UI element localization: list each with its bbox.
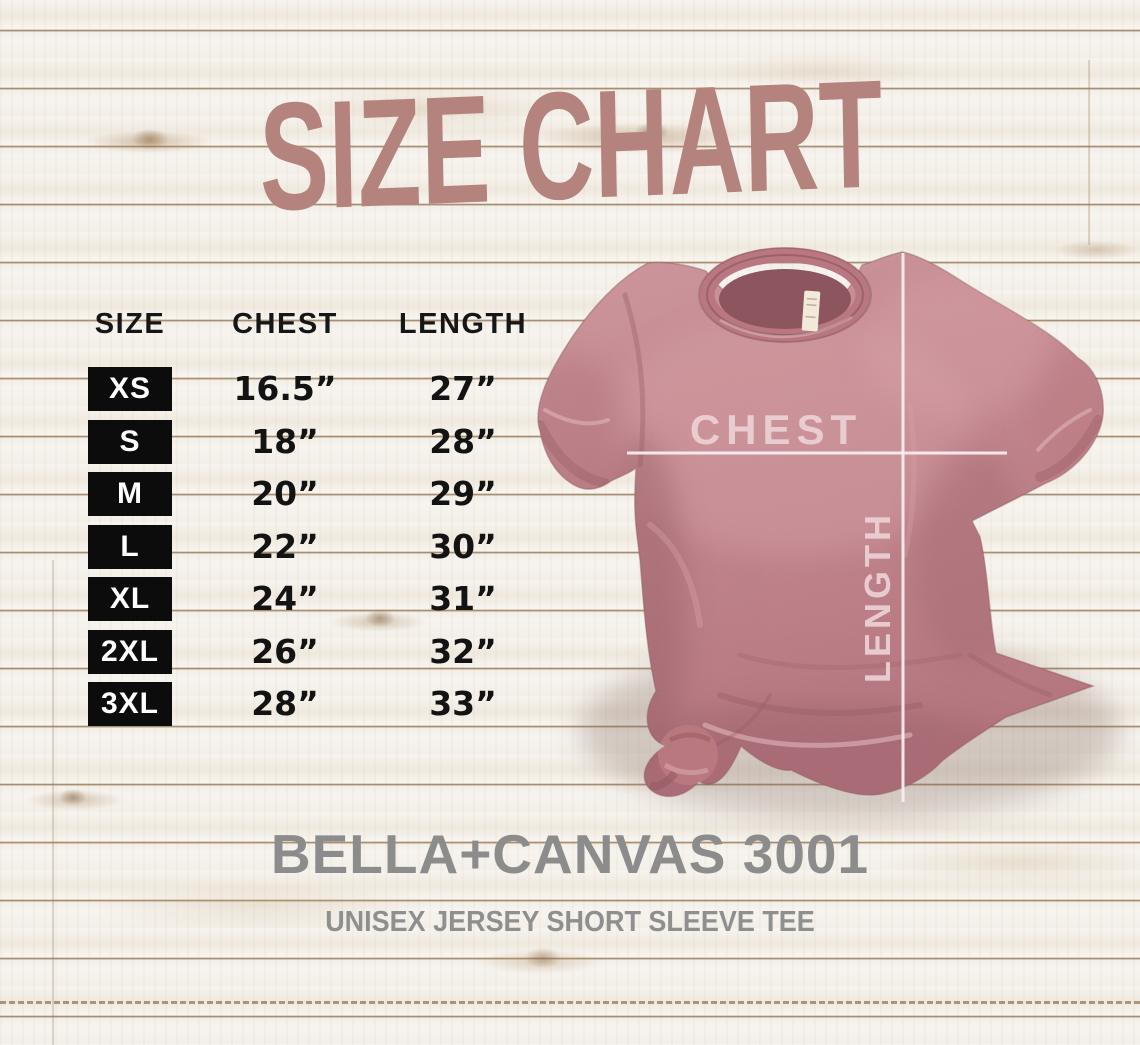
length-value: 33” bbox=[429, 684, 497, 723]
measurement-lines bbox=[627, 253, 1007, 802]
length-value: 28” bbox=[429, 421, 497, 461]
chest-value: 24” bbox=[251, 579, 319, 618]
table-row: L 22” 30” bbox=[0, 524, 560, 569]
tshirt-photo: CHEST LENGTH bbox=[537, 247, 1120, 820]
neck-tag bbox=[801, 290, 821, 332]
size-badge: XL bbox=[88, 577, 172, 621]
size-badge: 3XL bbox=[88, 682, 172, 726]
length-label-on-shirt: LENGTH bbox=[857, 511, 898, 683]
chest-value: 22” bbox=[251, 526, 319, 566]
size-badge: L bbox=[88, 524, 172, 569]
column-header-size: SIZE bbox=[94, 308, 166, 340]
product-subtitle: UNISEX JERSEY SHORT SLEEVE TEE bbox=[325, 906, 815, 938]
length-value: 30” bbox=[429, 526, 497, 566]
chest-value: 28” bbox=[251, 684, 319, 723]
length-value: 32” bbox=[429, 631, 497, 671]
chest-label-on-shirt: CHEST bbox=[690, 406, 862, 453]
column-header-chest: CHEST bbox=[232, 308, 338, 340]
plank-seam bbox=[52, 560, 54, 1045]
chest-value: 26” bbox=[251, 631, 319, 671]
product-name: BELLA+CANVAS 3001 bbox=[270, 823, 870, 885]
size-badge: XS bbox=[88, 367, 172, 411]
length-value: 27” bbox=[429, 369, 497, 408]
plank-seam bbox=[1088, 60, 1090, 245]
size-badge: 2XL bbox=[88, 629, 172, 674]
chest-value: 20” bbox=[251, 474, 319, 513]
size-badge: M bbox=[88, 472, 172, 516]
hem-knot bbox=[648, 725, 718, 791]
length-value: 31” bbox=[429, 579, 497, 618]
size-badge: S bbox=[88, 419, 172, 464]
table-row: 2XL 26” 32” bbox=[0, 629, 560, 674]
length-value: 29” bbox=[429, 474, 497, 513]
column-header-length: LENGTH bbox=[398, 308, 528, 340]
table-row: XL 24” 31” bbox=[0, 577, 560, 621]
chest-value: 16.5” bbox=[233, 369, 337, 408]
collar bbox=[698, 247, 872, 343]
table-row: 3XL 28” 33” bbox=[0, 682, 560, 726]
wrinkle-lines bbox=[538, 292, 1103, 748]
plank-seam bbox=[0, 1001, 1140, 1004]
table-row: M 20” 29” bbox=[0, 472, 560, 516]
table-row: XS 16.5” 27” bbox=[0, 367, 560, 411]
table-row: S 18” 28” bbox=[0, 419, 560, 464]
chest-value: 18” bbox=[251, 421, 319, 461]
